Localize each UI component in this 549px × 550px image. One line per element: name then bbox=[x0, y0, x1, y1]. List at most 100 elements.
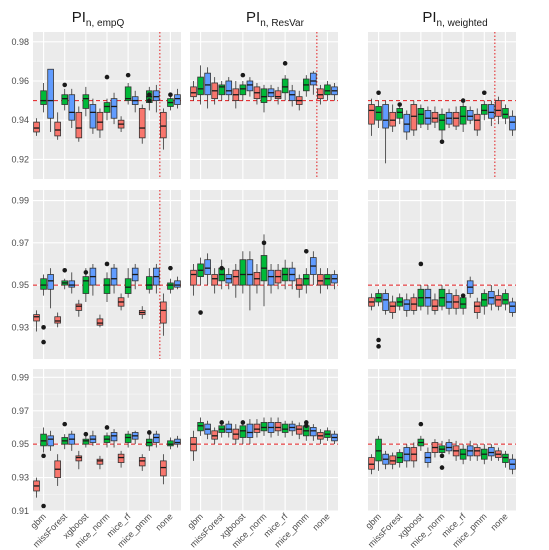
box bbox=[160, 111, 167, 139]
panel-r1c2 bbox=[190, 32, 338, 179]
outlier-point bbox=[168, 92, 173, 98]
outlier-point bbox=[83, 270, 89, 275]
outlier-point bbox=[41, 503, 46, 509]
box bbox=[190, 269, 197, 286]
box bbox=[410, 104, 418, 131]
box bbox=[61, 94, 69, 105]
outlier-point bbox=[240, 72, 246, 78]
y-tick-label: 0.95 bbox=[11, 439, 29, 449]
y-tick-label: 0.98 bbox=[11, 37, 29, 47]
box bbox=[160, 460, 167, 477]
box bbox=[33, 314, 40, 322]
outlier-point bbox=[376, 90, 381, 96]
box bbox=[368, 457, 375, 470]
box bbox=[295, 278, 303, 290]
box bbox=[502, 453, 509, 463]
column-titles: PIn, empQ PIn, ResVar PIn, weighted bbox=[72, 9, 488, 29]
box bbox=[310, 427, 317, 437]
category-label: none bbox=[489, 511, 510, 532]
category-label: none bbox=[154, 511, 175, 532]
outlier-point bbox=[168, 265, 173, 271]
outlier-point bbox=[62, 421, 68, 427]
box bbox=[124, 278, 132, 294]
panel-r1c3 bbox=[368, 32, 516, 179]
box bbox=[246, 80, 254, 92]
outlier-point bbox=[219, 265, 225, 271]
column-title-3: PIn, weighted bbox=[422, 9, 487, 29]
box bbox=[274, 422, 282, 432]
outlier-point bbox=[261, 240, 267, 246]
box bbox=[174, 438, 181, 445]
box bbox=[509, 301, 516, 313]
box bbox=[138, 457, 146, 467]
outlier-point bbox=[376, 337, 381, 343]
outlier-point bbox=[303, 420, 309, 425]
box bbox=[317, 274, 324, 286]
box bbox=[246, 423, 254, 438]
box bbox=[218, 84, 226, 96]
panel-r3c3: gbmmissForestxgboostmice_normmice_rfmice… bbox=[364, 369, 516, 550]
outlier-point bbox=[303, 423, 309, 429]
panel-r2c1: 0.93 0.95 0.97 0.99 bbox=[11, 190, 181, 359]
box bbox=[174, 280, 181, 288]
box bbox=[488, 104, 495, 119]
box bbox=[502, 293, 509, 305]
box bbox=[160, 301, 167, 324]
box bbox=[82, 94, 90, 109]
box bbox=[145, 276, 153, 290]
box bbox=[138, 108, 146, 139]
box bbox=[431, 111, 439, 123]
box bbox=[96, 318, 104, 326]
panel-r1c1: 0.92 0.94 0.96 0.98 bbox=[11, 32, 181, 179]
box bbox=[403, 299, 411, 311]
box bbox=[368, 104, 375, 125]
outlier-point bbox=[104, 261, 110, 267]
box bbox=[324, 84, 331, 96]
box bbox=[382, 104, 389, 129]
outlier-point bbox=[41, 325, 46, 330]
outlier-point bbox=[104, 74, 110, 80]
outlier-point bbox=[240, 420, 246, 425]
box bbox=[33, 121, 40, 133]
box bbox=[459, 106, 467, 125]
box bbox=[103, 278, 111, 294]
box bbox=[488, 447, 495, 457]
box bbox=[317, 88, 324, 100]
box bbox=[75, 455, 83, 462]
y-tick-label: 0.97 bbox=[11, 238, 29, 248]
box bbox=[211, 430, 218, 440]
box bbox=[225, 80, 233, 96]
y-tick-label: 0.93 bbox=[11, 473, 29, 483]
outlier-point bbox=[418, 261, 424, 267]
panel-r3c2: gbmmissForestxgboostmice_normmice_rfmice… bbox=[186, 369, 338, 550]
box bbox=[110, 432, 118, 442]
box bbox=[153, 90, 160, 102]
box bbox=[459, 297, 467, 309]
box bbox=[274, 90, 282, 100]
box bbox=[197, 422, 204, 432]
panel-r2c2 bbox=[190, 190, 338, 359]
box bbox=[204, 259, 211, 275]
y-tick-label: 0.99 bbox=[11, 196, 29, 206]
box bbox=[310, 72, 317, 86]
box bbox=[40, 90, 47, 105]
box bbox=[295, 425, 303, 435]
box bbox=[47, 274, 54, 290]
box bbox=[124, 433, 132, 443]
outlier-point bbox=[282, 61, 288, 66]
box bbox=[445, 442, 453, 452]
y-tick-label: 0.93 bbox=[11, 322, 29, 332]
outlier-point bbox=[125, 72, 131, 78]
box bbox=[375, 106, 382, 121]
box bbox=[110, 98, 118, 119]
y-tick-label: 0.99 bbox=[11, 372, 29, 382]
box bbox=[167, 440, 174, 447]
box bbox=[466, 110, 474, 121]
outlier-point bbox=[41, 453, 46, 459]
box bbox=[396, 108, 404, 119]
box bbox=[445, 293, 453, 309]
box bbox=[288, 90, 296, 102]
box bbox=[82, 438, 90, 445]
outlier-point bbox=[439, 139, 445, 145]
